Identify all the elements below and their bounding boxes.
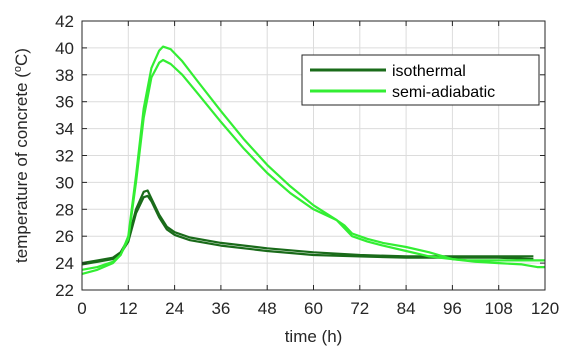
y-tick-label: 30 [55, 173, 74, 192]
y-tick-label: 28 [55, 200, 74, 219]
ticks: 0 12 24 36 48 60 72 84 96 108 120 22 24 26 28 30 32 34 36 3… [55, 12, 559, 318]
legend-box [301, 54, 540, 106]
y-axis-label: temperature of concrete (oC) [12, 48, 31, 263]
y-axis-label-sup: o [12, 66, 24, 72]
y-tick-label: 42 [55, 12, 74, 31]
x-tick-label: 72 [350, 299, 369, 318]
series-line-semi-adiabatic-2 [81, 58, 545, 271]
y-tick-label: 32 [55, 147, 74, 166]
y-tick-label: 22 [55, 281, 74, 300]
x-axis-label: time (h) [285, 327, 343, 346]
y-tick-label: 40 [55, 39, 74, 58]
y-tick-label: 34 [55, 120, 74, 139]
series-layer [81, 45, 545, 275]
legend: isothermal semi-adiabatic [301, 54, 540, 106]
y-tick-label: 26 [55, 227, 74, 246]
y-axis-label-tail: C) [12, 48, 31, 66]
y-axis-label-main: temperature of concrete ( [12, 72, 31, 263]
x-tick-label: 0 [77, 299, 86, 318]
x-tick-label: 120 [531, 299, 559, 318]
legend-label-semi-adiabatic: semi-adiabatic [392, 84, 495, 101]
y-tick-label: 38 [55, 66, 74, 85]
legend-label-isothermal: isothermal [392, 63, 466, 80]
x-tick-label: 36 [211, 299, 230, 318]
x-tick-label: 12 [119, 299, 138, 318]
x-tick-label: 48 [258, 299, 277, 318]
x-tick-label: 108 [485, 299, 513, 318]
x-tick-label: 96 [443, 299, 462, 318]
x-tick-label: 24 [165, 299, 184, 318]
x-tick-label: 84 [397, 299, 416, 318]
x-tick-label: 60 [304, 299, 323, 318]
y-tick-label: 24 [55, 254, 74, 273]
y-tick-label: 36 [55, 93, 74, 112]
